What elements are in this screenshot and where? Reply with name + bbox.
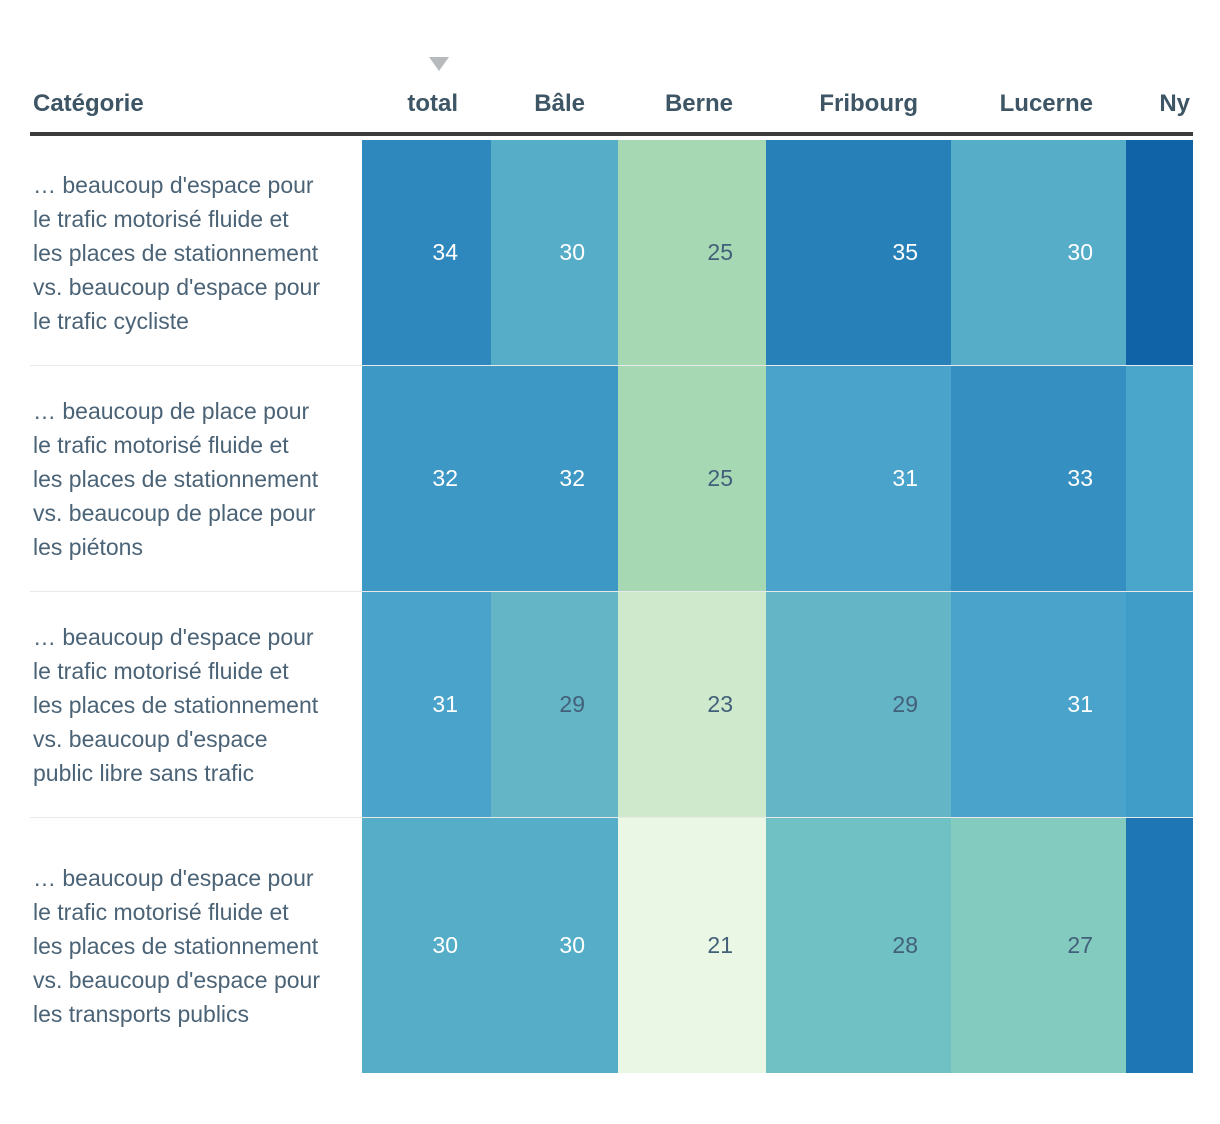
row-category-label: … beaucoup d'espace pour le trafic motor… — [33, 864, 320, 1027]
table-header-row: Catégorie total Bâle Berne Fribourg Luce… — [30, 76, 1193, 136]
column-header-bale[interactable]: Bâle — [534, 90, 585, 117]
heatmap-cell: 23 — [618, 592, 766, 817]
heatmap-cell: 31 — [362, 592, 491, 817]
heatmap-cell: 21 — [618, 818, 766, 1073]
table-row: … beaucoup de place pour le trafic motor… — [30, 366, 1193, 592]
heatmap-cell: 30 — [491, 818, 618, 1073]
heatmap-cell: 25 — [618, 366, 766, 591]
heatmap-cell: 25 — [618, 140, 766, 365]
sort-indicator-row — [30, 0, 1193, 76]
heatmap-cell: 30 — [491, 140, 618, 365]
heatmap-cell: 30 — [951, 140, 1126, 365]
column-header-total[interactable]: total — [407, 90, 458, 117]
heatmap-cell — [1126, 140, 1193, 365]
heatmap-cell: 33 — [951, 366, 1126, 591]
column-header-ny[interactable]: Ny — [1159, 90, 1190, 117]
heatmap-cell: 31 — [951, 592, 1126, 817]
heatmap-cell: 28 — [766, 818, 951, 1073]
heatmap-cell — [1126, 366, 1193, 591]
column-header-fribourg[interactable]: Fribourg — [819, 90, 918, 117]
column-header-berne[interactable]: Berne — [664, 90, 733, 117]
heatmap-cell: 32 — [362, 366, 491, 591]
table-row: … beaucoup d'espace pour le trafic motor… — [30, 818, 1193, 1073]
row-category-label: … beaucoup de place pour le trafic motor… — [33, 397, 319, 560]
heatmap-cell: 32 — [491, 366, 618, 591]
heatmap-cell: 29 — [766, 592, 951, 817]
heatmap-table: Catégorie total Bâle Berne Fribourg Luce… — [30, 0, 1193, 1073]
column-header-category[interactable]: Catégorie — [33, 90, 144, 117]
row-category-label: … beaucoup d'espace pour le trafic motor… — [33, 171, 320, 334]
heatmap-cell — [1126, 818, 1193, 1073]
table-row: … beaucoup d'espace pour le trafic motor… — [30, 140, 1193, 366]
heatmap-cell: 34 — [362, 140, 491, 365]
heatmap-cell: 30 — [362, 818, 491, 1073]
heatmap-cell: 35 — [766, 140, 951, 365]
heatmap-cell: 29 — [491, 592, 618, 817]
sort-descending-icon[interactable] — [429, 57, 449, 71]
table-row: … beaucoup d'espace pour le trafic motor… — [30, 592, 1193, 818]
heatmap-cell: 27 — [951, 818, 1126, 1073]
column-header-lucerne[interactable]: Lucerne — [999, 90, 1093, 117]
heatmap-cell: 31 — [766, 366, 951, 591]
row-category-label: … beaucoup d'espace pour le trafic motor… — [33, 623, 319, 786]
heatmap-cell — [1126, 592, 1193, 817]
